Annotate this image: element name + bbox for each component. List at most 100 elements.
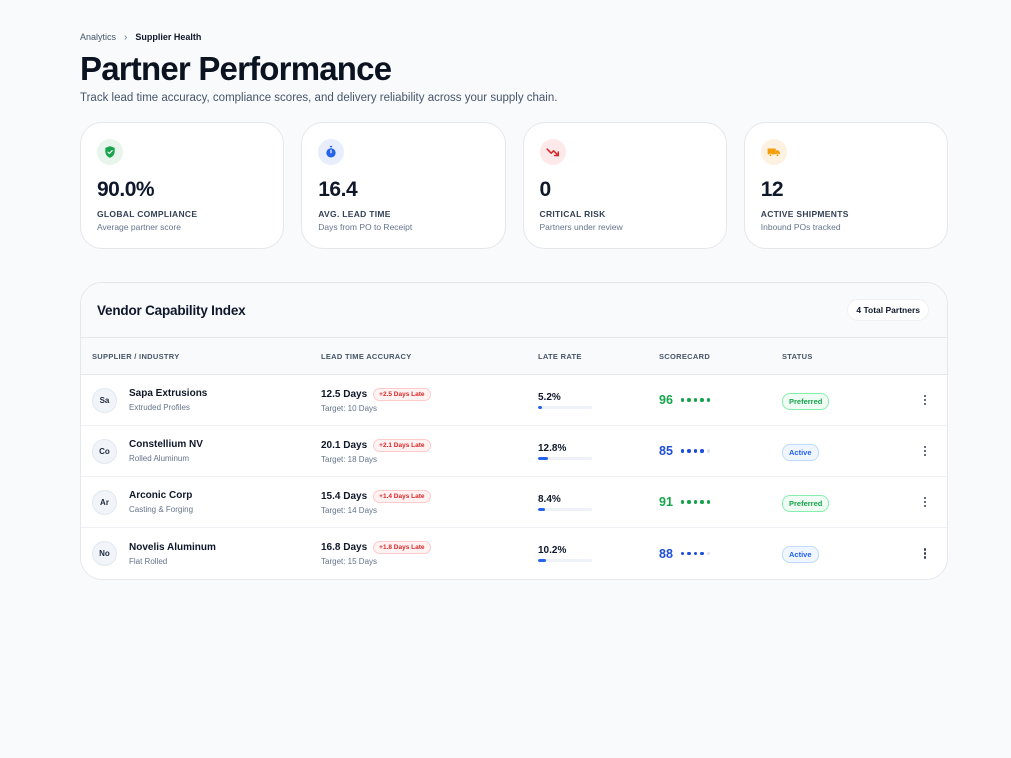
kpi-card-critical-risk: 0 Critical Risk Partners under review	[522, 122, 727, 249]
rating-dot	[680, 449, 685, 453]
avatar: Sa	[92, 387, 117, 413]
page-content: Analytics › Supplier Health Partner Perf…	[80, 31, 948, 580]
column-header-scorecard: Scorecard	[659, 351, 711, 361]
supplier-name[interactable]: Arconic Corp	[129, 490, 193, 501]
rating-dot	[700, 398, 704, 402]
scorecard-cell: 85	[659, 444, 782, 458]
lead-time-cell: 20.1 Days +2.1 Days Late Target: 18 Days	[321, 438, 538, 464]
late-rate-cell: 12.8%	[538, 443, 659, 460]
scorecard-cell: 91	[659, 495, 782, 509]
scorecard-cell: 96	[659, 393, 782, 407]
column-header-supplier: Supplier / Industry	[92, 351, 180, 361]
kpi-label: Global Compliance	[97, 209, 198, 219]
table-body: Sa Sapa Extrusions Extruded Profiles 12.…	[81, 375, 947, 579]
stopwatch-icon	[318, 139, 345, 165]
status-cell: Preferred	[782, 391, 902, 410]
late-rate-bar	[538, 559, 592, 562]
kpi-card-lead-time: 16.4 Avg. Lead Time Days from PO to Rece…	[301, 122, 506, 249]
breadcrumb-current: Supplier Health	[135, 32, 202, 42]
avatar: No	[92, 541, 117, 566]
late-rate-bar-fill	[538, 405, 543, 409]
kpi-value: 16.4	[318, 178, 358, 201]
more-options-icon[interactable]	[918, 444, 932, 458]
score-rating-dots	[680, 551, 711, 556]
table-row[interactable]: Ar Arconic Corp Casting & Forging 15.4 D…	[81, 477, 947, 528]
kpi-label: Active Shipments	[760, 209, 849, 219]
rating-dot	[706, 500, 711, 504]
status-badge: Preferred	[782, 392, 830, 410]
kpi-card-shipments: 12 Active Shipments Inbound POs tracked	[743, 122, 948, 249]
status-badge: Active	[782, 443, 819, 461]
lead-time-target: Target: 14 Days	[321, 505, 378, 515]
avatar: Ar	[92, 489, 117, 515]
supplier-industry: Extruded Profiles	[129, 403, 190, 412]
more-options-icon[interactable]	[918, 495, 932, 509]
status-badge: Preferred	[782, 494, 830, 512]
status-cell: Active	[782, 442, 902, 461]
late-rate-bar-fill	[538, 507, 545, 511]
late-rate-value: 5.2%	[538, 391, 561, 403]
late-rate-value: 8.4%	[538, 493, 561, 505]
column-header-late-rate: Late Rate	[538, 351, 582, 361]
supplier-name[interactable]: Novelis Aluminum	[129, 541, 216, 553]
status-cell: Preferred	[782, 493, 902, 512]
rating-dot	[706, 551, 711, 556]
late-rate-bar	[538, 507, 592, 511]
rating-dot	[693, 398, 698, 402]
shield-check-icon	[97, 139, 123, 165]
status-cell: Active	[782, 544, 902, 563]
kpi-cards: 90.0% Global Compliance Average partner …	[80, 122, 948, 249]
rating-dot	[687, 449, 691, 453]
vendor-table-card: Vendor Capability Index 4 Total Partners…	[80, 282, 948, 580]
more-options-icon[interactable]	[918, 393, 932, 407]
breadcrumb-separator-icon: ›	[124, 31, 128, 43]
kpi-value: 90.0%	[97, 178, 155, 201]
table-row[interactable]: No Novelis Aluminum Flat Rolled 16.8 Day…	[81, 528, 947, 579]
table-row[interactable]: Sa Sapa Extrusions Extruded Profiles 12.…	[81, 375, 947, 426]
lead-time-cell: 16.8 Days +1.8 Days Late Target: 15 Days	[321, 541, 538, 566]
lead-time-target: Target: 15 Days	[321, 557, 378, 566]
scorecard-cell: 88	[659, 547, 782, 561]
late-rate-bar-fill	[538, 456, 549, 460]
supplier-name[interactable]: Sapa Extrusions	[129, 388, 208, 399]
more-options-icon[interactable]	[918, 547, 932, 561]
score-rating-dots	[680, 500, 711, 504]
kpi-subtext: Days from PO to Receipt	[318, 222, 413, 232]
days-late-badge: +1.4 Days Late	[373, 489, 431, 503]
rating-dot	[693, 449, 698, 453]
rating-dot	[693, 500, 698, 504]
rating-dot	[687, 500, 691, 504]
rating-dot	[700, 551, 704, 556]
column-header-status: Status	[782, 351, 813, 361]
page-title: Partner Performance	[80, 50, 392, 87]
page-subtitle: Track lead time accuracy, compliance sco…	[80, 92, 558, 104]
lead-time-value: 12.5 Days	[321, 388, 368, 400]
late-rate-bar	[538, 405, 592, 409]
score-rating-dots	[680, 449, 711, 453]
supplier-name[interactable]: Constellium NV	[129, 439, 203, 450]
score-value: 88	[659, 546, 673, 561]
days-late-badge: +1.8 Days Late	[373, 541, 431, 554]
kpi-label: Critical Risk	[539, 209, 606, 219]
truck-icon	[760, 139, 787, 165]
avatar: Co	[92, 438, 117, 464]
breadcrumb-parent[interactable]: Analytics	[80, 32, 117, 42]
late-rate-bar-fill	[538, 559, 547, 562]
lead-time-cell: 12.5 Days +2.5 Days Late Target: 10 Days	[321, 387, 538, 413]
supplier-cell: Sa Sapa Extrusions Extruded Profiles	[81, 387, 321, 413]
kpi-subtext: Partners under review	[539, 222, 623, 232]
rating-dot	[680, 398, 685, 402]
late-rate-value: 10.2%	[538, 545, 567, 556]
column-header-lead-time: Lead Time Accuracy	[321, 351, 412, 361]
table-row[interactable]: Co Constellium NV Rolled Aluminum 20.1 D…	[81, 426, 947, 477]
kpi-value: 0	[539, 178, 552, 201]
score-value: 91	[659, 495, 673, 509]
supplier-cell: Co Constellium NV Rolled Aluminum	[81, 438, 321, 464]
score-value: 85	[659, 444, 673, 458]
table-title: Vendor Capability Index	[97, 302, 246, 318]
lead-time-value: 15.4 Days	[321, 490, 368, 502]
table-column-headers: Supplier / Industry Lead Time Accuracy L…	[81, 338, 947, 375]
rating-dot	[706, 398, 711, 402]
trend-down-icon	[539, 139, 566, 165]
score-value: 96	[659, 393, 673, 407]
